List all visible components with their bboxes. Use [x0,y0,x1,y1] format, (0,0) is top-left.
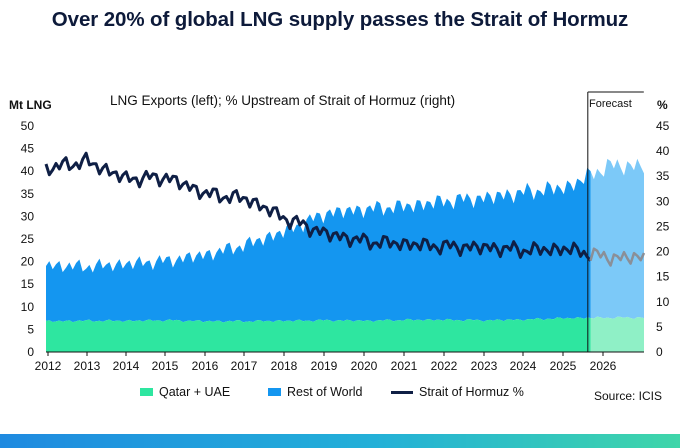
left-tick-25: 25 [21,232,35,246]
legend-label-rest-of-world: Rest of World [287,385,363,399]
right-axis-label: % [657,98,668,112]
right-tick-15: 15 [656,270,670,284]
legend-label-qatar-uae: Qatar + UAE [159,385,231,399]
right-tick-35: 35 [656,169,670,183]
area-qatar-uae-forecast [590,316,644,352]
legend-item-qatar-uae: Qatar + UAE [140,385,230,399]
left-tick-15: 15 [21,277,35,291]
right-tick-5: 5 [656,320,663,334]
left-axis-label: Mt LNG [9,98,52,112]
x-tick-2012: 2012 [35,359,62,373]
chart-title: Over 20% of global LNG supply passes the… [51,8,629,31]
left-tick-30: 30 [21,209,35,223]
legend-line-strait-of-hormuz [391,390,413,394]
legend-swatch-qatar-uae [140,388,153,396]
right-tick-0: 0 [656,345,663,359]
left-tick-35: 35 [21,187,35,201]
x-tick-2020: 2020 [351,359,378,373]
x-tick-2014: 2014 [113,359,140,373]
left-tick-0: 0 [27,345,34,359]
right-tick-10: 10 [656,295,670,309]
x-tick-2019: 2019 [311,359,338,373]
x-tick-2021: 2021 [391,359,418,373]
left-tick-10: 10 [21,300,35,314]
x-tick-2017: 2017 [231,359,258,373]
x-tick-2026: 2026 [590,359,617,373]
left-tick-40: 40 [21,164,35,178]
x-tick-2024: 2024 [510,359,537,373]
legend: Qatar + UAE Rest of World Strait of Horm… [0,385,680,405]
left-tick-20: 20 [21,255,35,269]
source-note: Source: ICIS [593,389,662,403]
bottom-accent-bar [0,434,680,448]
legend-swatch-rest-of-world [268,388,281,396]
area-rest-of-world [46,167,591,323]
x-tick-2025: 2025 [550,359,577,373]
chart-subtitle: LNG Exports (left); % Upstream of Strait… [110,93,456,108]
forecast-label: Forecast [589,98,632,110]
line-strait-of-hormuz [44,151,592,262]
left-tick-50: 50 [21,119,35,133]
left-tick-45: 45 [21,142,35,156]
right-tick-25: 25 [656,219,670,233]
area-qatar-uae [46,317,591,352]
right-tick-30: 30 [656,194,670,208]
x-tick-2013: 2013 [74,359,101,373]
legend-item-rest-of-world: Rest of World [268,385,363,399]
x-tick-2018: 2018 [271,359,298,373]
x-tick-2023: 2023 [471,359,498,373]
line-strait-of-hormuz-forecast [589,247,646,267]
x-tick-2022: 2022 [431,359,458,373]
area-rest-of-world-forecast [590,158,644,319]
right-tick-40: 40 [656,144,670,158]
left-tick-5: 5 [27,322,34,336]
x-tick-2015: 2015 [152,359,179,373]
legend-label-strait-of-hormuz: Strait of Hormuz % [419,385,524,399]
legend-item-strait-of-hormuz: Strait of Hormuz % [391,385,524,399]
x-tick-2016: 2016 [192,359,219,373]
right-tick-20: 20 [656,245,670,259]
right-tick-45: 45 [656,119,670,133]
